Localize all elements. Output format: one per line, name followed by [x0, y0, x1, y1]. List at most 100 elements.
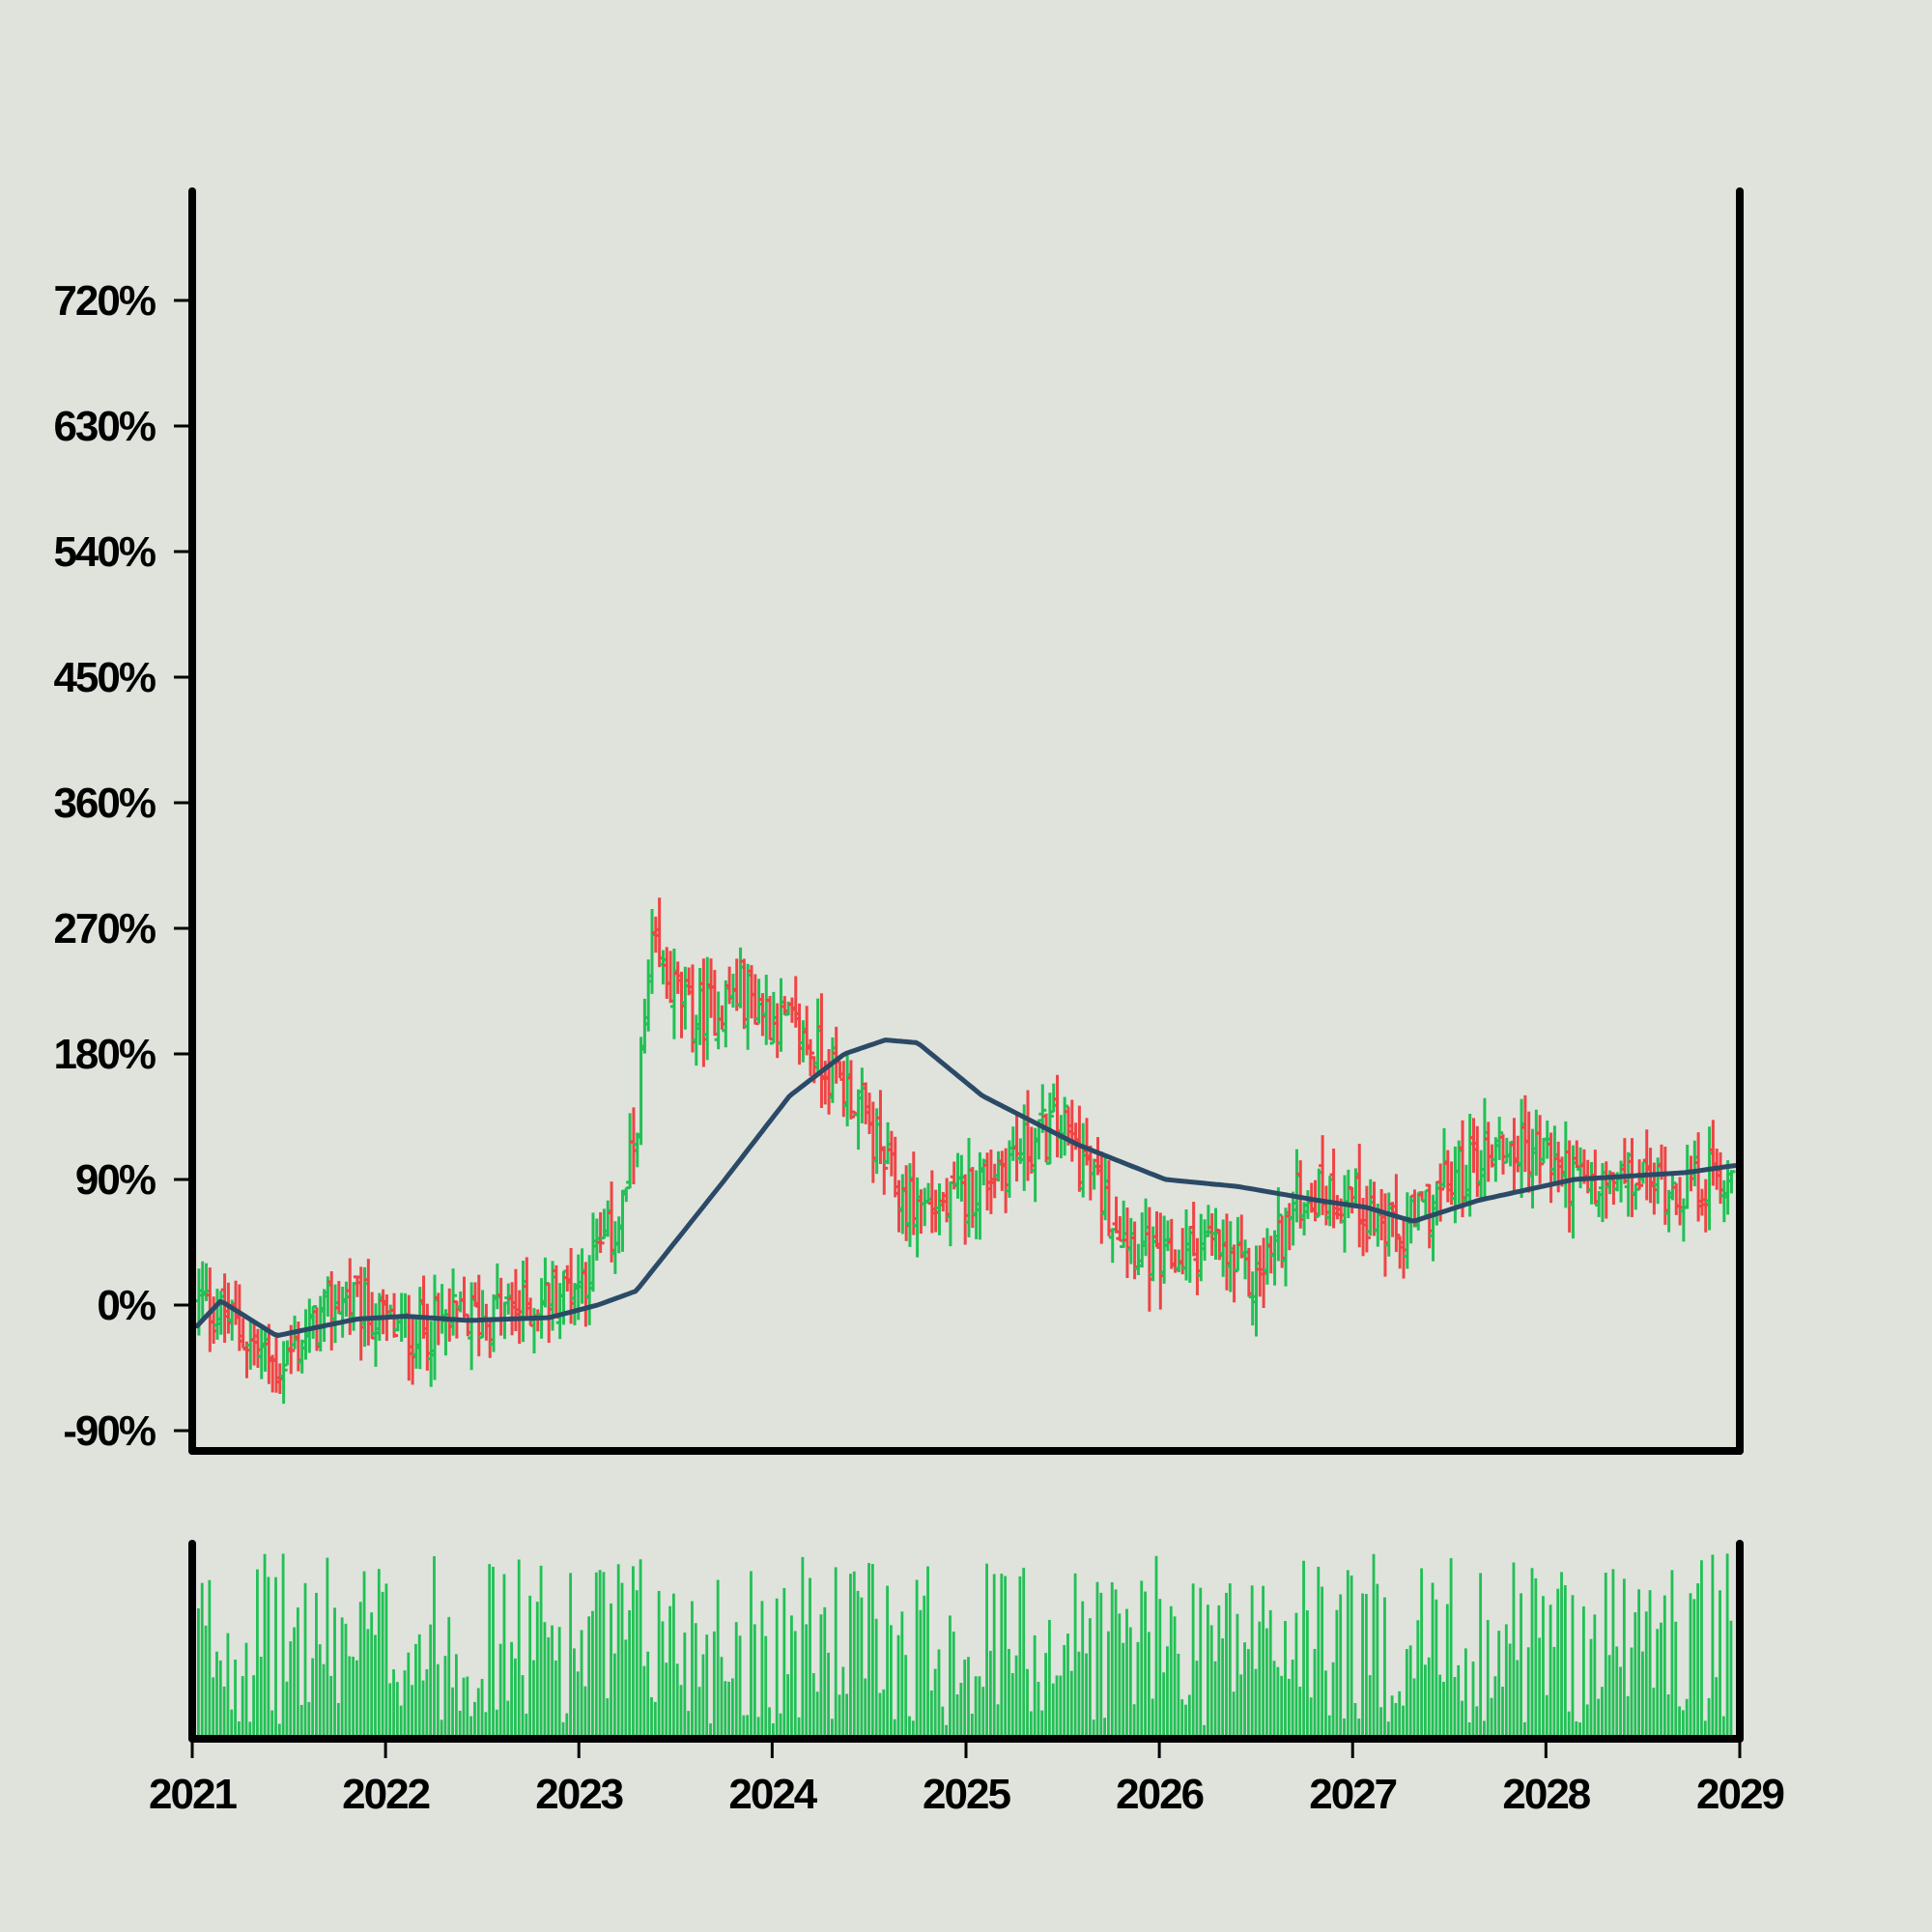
volume-bar	[517, 1559, 521, 1735]
volume-bar	[1236, 1613, 1239, 1735]
volume-bar	[421, 1680, 425, 1735]
volume-bar	[856, 1590, 860, 1735]
volume-bar	[525, 1713, 528, 1735]
volume-bar	[1644, 1611, 1648, 1735]
volume-bar	[1000, 1574, 1004, 1735]
volume-bar	[1604, 1573, 1607, 1735]
volume-bar	[734, 1622, 738, 1735]
moving-average-line	[194, 1037, 1738, 1338]
volume-bar	[900, 1611, 904, 1735]
volume-bar	[248, 1721, 252, 1735]
volume-bar	[827, 1652, 830, 1735]
volume-bar	[830, 1719, 834, 1735]
volume-bar	[1254, 1668, 1258, 1735]
volume-bar	[1313, 1648, 1317, 1735]
y-tick-label: 450%	[53, 654, 155, 701]
volume-bar	[801, 1556, 805, 1735]
volume-bar	[1696, 1582, 1700, 1735]
volume-bar	[296, 1607, 299, 1735]
volume-bar	[1085, 1653, 1088, 1735]
volume-bar	[1552, 1646, 1556, 1735]
volume-bar	[1327, 1715, 1331, 1735]
volume-bar	[933, 1668, 937, 1735]
volume-bar	[1166, 1646, 1169, 1735]
volume-bar	[1376, 1583, 1379, 1735]
volume-bar	[945, 1724, 949, 1735]
volume-bar	[624, 1639, 628, 1735]
volume-bar	[1681, 1710, 1685, 1735]
volume-bar	[1044, 1653, 1047, 1735]
volume-bar	[587, 1616, 591, 1735]
volume-bar	[1169, 1605, 1173, 1735]
volume-bar	[344, 1623, 348, 1735]
volume-bar	[1585, 1704, 1589, 1735]
x-tick-label: 2027	[1309, 1771, 1396, 1818]
volume-bar	[1622, 1578, 1626, 1735]
volume-bar	[1069, 1670, 1073, 1735]
volume-bar	[1162, 1672, 1166, 1735]
volume-bar	[849, 1574, 852, 1735]
volume-bar	[1634, 1612, 1637, 1735]
volume-bar	[1136, 1641, 1140, 1735]
volume-bar	[1402, 1705, 1405, 1735]
volume-bar	[1037, 1682, 1040, 1735]
volume-bar	[1652, 1688, 1656, 1735]
x-tick-label: 2029	[1696, 1771, 1783, 1818]
volume-bar	[1445, 1604, 1449, 1735]
volume-bar	[381, 1591, 384, 1735]
volume-bar	[1265, 1628, 1268, 1735]
volume-bar	[793, 1631, 797, 1735]
volume-bar	[1014, 1655, 1018, 1735]
volume-bar	[1324, 1670, 1327, 1735]
volume-bar	[779, 1713, 782, 1735]
volume-bar	[937, 1649, 941, 1735]
volume-bar	[1615, 1646, 1619, 1735]
volume-bar	[557, 1627, 561, 1735]
volume-bar	[1601, 1687, 1604, 1735]
volume-bar	[1199, 1587, 1203, 1735]
volume-bar	[701, 1654, 705, 1735]
volume-bar	[340, 1617, 344, 1735]
volume-bar	[949, 1615, 952, 1735]
volume-bar	[893, 1719, 896, 1735]
volume-bar	[1350, 1575, 1353, 1735]
volume-bar	[731, 1678, 734, 1735]
volume-bar	[1268, 1609, 1272, 1735]
volume-bar	[395, 1682, 399, 1735]
volume-bar	[366, 1629, 370, 1735]
volume-bar	[1335, 1609, 1339, 1735]
volume-bar	[256, 1569, 259, 1735]
volume-bar	[469, 1716, 473, 1735]
y-tick-label: 180%	[53, 1031, 155, 1078]
volume-bar	[864, 1678, 867, 1735]
volume-bar	[834, 1567, 838, 1735]
volume-bar	[809, 1577, 811, 1735]
volume-bar	[270, 1710, 274, 1735]
volume-bar	[1305, 1610, 1309, 1735]
volume-bar	[1674, 1621, 1678, 1735]
volume-bar	[196, 1608, 200, 1735]
volume-bar	[322, 1663, 326, 1735]
volume-bar	[1339, 1594, 1343, 1735]
volume-bar	[1343, 1718, 1346, 1735]
volume-bar	[447, 1616, 451, 1735]
volume-bar	[1467, 1722, 1471, 1735]
volume-bar	[1081, 1601, 1085, 1735]
volume-bar	[480, 1679, 484, 1735]
volume-bar	[1530, 1568, 1534, 1735]
volume-bar	[348, 1656, 352, 1735]
volume-bar	[237, 1721, 241, 1735]
volume-bar	[436, 1663, 440, 1735]
volume-bar	[819, 1614, 823, 1735]
volume-bar	[1630, 1647, 1634, 1735]
volume-bar	[870, 1563, 874, 1735]
volume-bar	[252, 1675, 256, 1735]
volume-bar	[1678, 1706, 1681, 1735]
volume-bar	[988, 1650, 992, 1735]
volume-bar	[411, 1685, 414, 1735]
volume-bar	[1095, 1581, 1099, 1735]
volume-bar	[797, 1717, 801, 1735]
volume-bar	[399, 1705, 403, 1735]
volume-bar	[218, 1660, 222, 1735]
